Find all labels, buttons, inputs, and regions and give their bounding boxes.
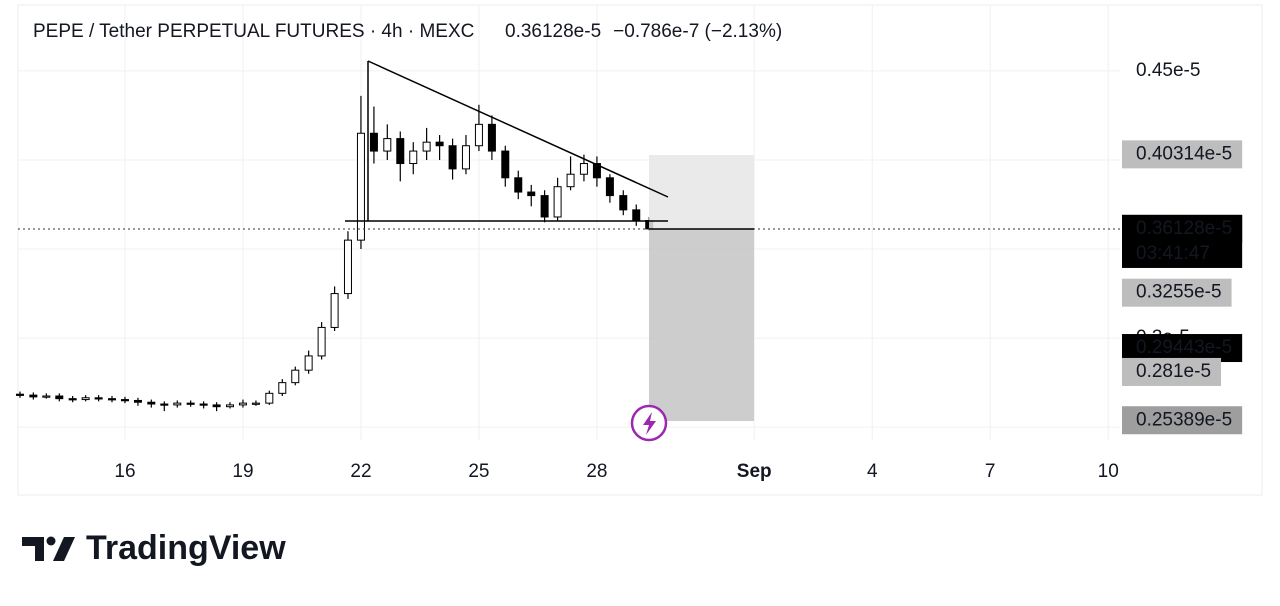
candle-body xyxy=(501,150,510,179)
drawings xyxy=(18,60,1120,442)
candle-body xyxy=(605,177,614,197)
candle-body xyxy=(107,398,116,401)
price-label: 0.25389e-5 xyxy=(1136,409,1232,430)
x-tick-label: Sep xyxy=(737,461,772,482)
chart-frame xyxy=(17,4,1263,496)
price-label: 0.36128e-5 xyxy=(1136,218,1232,239)
price-label: 0.29443e-5 xyxy=(1136,337,1232,358)
logo-mark xyxy=(46,536,56,546)
candle-body xyxy=(619,195,628,211)
candle-body xyxy=(435,141,444,147)
grid xyxy=(18,5,1120,440)
candle-body xyxy=(317,326,326,357)
position-stop xyxy=(649,229,754,421)
candle-body xyxy=(160,403,169,406)
candle-body xyxy=(55,395,64,400)
candle-body xyxy=(474,123,483,147)
candle-body xyxy=(15,393,24,396)
price-label-box xyxy=(1122,357,1222,386)
candle-body xyxy=(68,398,77,401)
logo: TradingView xyxy=(22,529,286,567)
candle-body xyxy=(251,402,260,405)
candle-body xyxy=(186,402,195,405)
trend-line xyxy=(367,60,669,198)
candle-body xyxy=(579,163,588,175)
y-tick-label: 0.45e-5 xyxy=(1136,60,1200,81)
price-label: 0.281e-5 xyxy=(1136,361,1211,382)
candle-body xyxy=(199,403,208,406)
candle-body xyxy=(566,173,575,188)
candle-body xyxy=(514,177,523,193)
candle-body xyxy=(422,141,431,152)
lightning xyxy=(643,412,656,435)
candle-body xyxy=(448,145,457,170)
price-label-box xyxy=(1122,334,1243,363)
x-tick-label: 10 xyxy=(1098,461,1119,482)
candle-body xyxy=(94,397,103,400)
axes: 1619222528Sep47100.45e-50.4e-50.35e-50.3… xyxy=(114,60,1243,482)
candle-body xyxy=(291,369,300,384)
candle-body xyxy=(540,195,549,218)
candle-body xyxy=(278,382,287,394)
candles xyxy=(15,95,654,412)
candle-body xyxy=(632,209,641,222)
price-label-box xyxy=(1122,278,1232,307)
x-tick-label: 19 xyxy=(232,461,253,482)
logo-mark xyxy=(53,537,75,561)
candle-body xyxy=(527,191,536,197)
candle-body xyxy=(592,163,601,179)
candle-body xyxy=(356,132,365,241)
candle-body xyxy=(212,404,221,408)
price-label: 0.40314e-5 xyxy=(1136,143,1232,164)
x-tick-label: 28 xyxy=(586,461,607,482)
candle-body xyxy=(409,150,418,165)
candle-body xyxy=(553,186,562,218)
x-tick-label: 4 xyxy=(867,461,878,482)
x-tick-label: 7 xyxy=(985,461,996,482)
candle-body xyxy=(29,394,38,398)
price-label-box xyxy=(1122,406,1243,435)
candle-body xyxy=(81,397,90,401)
candle-body xyxy=(120,399,129,402)
price-label: 0.3255e-5 xyxy=(1136,282,1222,303)
candle-body xyxy=(487,123,496,152)
price-label-box xyxy=(1122,140,1243,169)
candle-body xyxy=(304,355,313,371)
candle-body xyxy=(343,239,352,295)
countdown: 03:41:47 xyxy=(1136,243,1210,264)
candle-body xyxy=(238,402,247,406)
candle-body xyxy=(369,132,378,152)
header-change: −0.786e-7 (−2.13%) xyxy=(613,21,782,42)
candle-body xyxy=(173,402,182,406)
candle-body xyxy=(461,145,470,170)
title: PEPE / Tether PERPETUAL FUTURES · 4h · M… xyxy=(33,21,474,42)
candle-body xyxy=(225,404,234,408)
price-label-box xyxy=(1122,214,1243,268)
header-price: 0.36128e-5 xyxy=(505,21,601,42)
candle-body xyxy=(147,401,156,405)
candle-body xyxy=(42,395,51,398)
brand: TradingView xyxy=(86,529,286,567)
logo-mark xyxy=(22,537,44,561)
candle-body xyxy=(133,399,142,403)
candle-body xyxy=(383,138,392,152)
x-tick-label: 22 xyxy=(350,461,371,482)
x-tick-label: 25 xyxy=(468,461,489,482)
candle-body xyxy=(396,138,405,165)
candle-body xyxy=(265,392,274,404)
position-target xyxy=(649,155,754,229)
candle-body xyxy=(330,293,339,328)
x-tick-label: 16 xyxy=(114,461,135,482)
